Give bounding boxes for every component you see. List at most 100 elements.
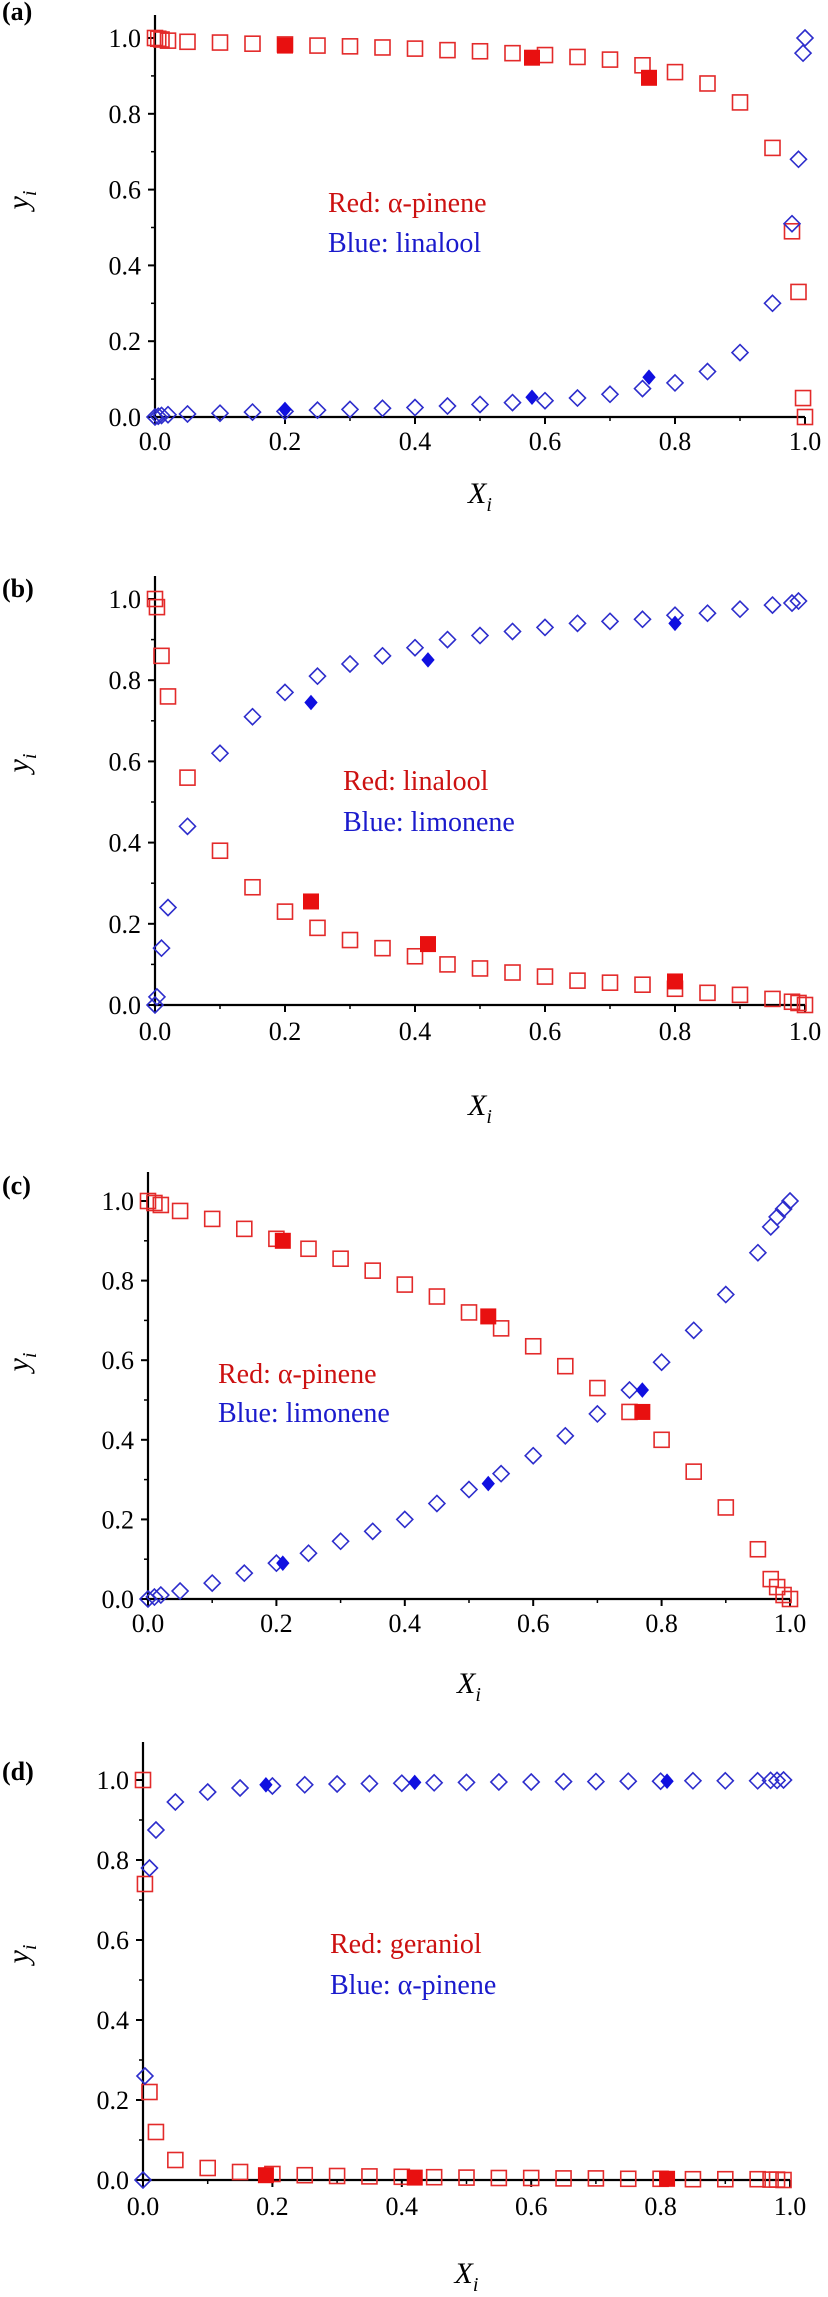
x-tick-label: 1.0	[774, 1609, 807, 1638]
data-point-open-square	[504, 44, 521, 62]
y-tick-label: 0.2	[109, 327, 142, 356]
data-point-open-diamond	[363, 1522, 382, 1541]
data-point-open-diamond	[556, 1426, 575, 1445]
data-point-open-square	[211, 842, 229, 860]
data-point-filled-diamond	[421, 652, 435, 668]
data-point-open-diamond	[763, 294, 782, 313]
data-point-open-square	[781, 1590, 799, 1608]
annotation-2: Blue: linalool	[328, 228, 481, 259]
data-point-open-square	[490, 2169, 508, 2187]
y-tick-label: 0.6	[97, 1926, 130, 1955]
data-point-filled-diamond	[276, 1555, 290, 1571]
x-tick-label: 0.4	[399, 1017, 432, 1046]
y-axis-label-sub: i	[19, 1945, 41, 1951]
data-point-open-diamond	[392, 1774, 411, 1793]
data-point-open-square	[147, 2123, 165, 2141]
data-point-open-diamond	[568, 388, 587, 408]
data-point-open-diamond	[633, 379, 652, 398]
data-point-open-square	[790, 283, 807, 301]
data-point-open-square	[699, 984, 716, 1002]
annotation-1: Red: α-pinene	[328, 188, 487, 219]
y-axis-label: yi	[2, 754, 41, 776]
data-point-open-square	[374, 39, 391, 56]
data-point-open-diamond	[748, 1243, 768, 1262]
x-tick-label: 0.2	[260, 1609, 293, 1638]
y-axis-label-sub: i	[19, 191, 41, 197]
x-tick-label: 1.0	[789, 1017, 822, 1046]
data-point-filled-square	[420, 936, 436, 953]
data-point-open-square	[556, 1357, 574, 1375]
data-point-filled-diamond	[525, 389, 539, 406]
data-point-open-diamond	[230, 1778, 250, 1798]
data-point-open-diamond	[763, 595, 782, 615]
data-point-open-square	[794, 389, 812, 407]
y-tick-label: 0.6	[109, 747, 142, 776]
data-point-open-diamond	[198, 1782, 217, 1802]
annotation-1: Red: geraniol	[330, 1929, 482, 1960]
data-point-filled-square	[524, 49, 540, 66]
data-point-open-square	[783, 222, 801, 240]
data-point-open-diamond	[170, 1581, 190, 1601]
data-point-open-diamond	[178, 404, 197, 424]
data-point-open-square	[460, 1304, 478, 1321]
data-point-open-diamond	[535, 391, 555, 410]
data-point-open-diamond	[133, 2170, 153, 2190]
data-point-open-diamond	[652, 1353, 671, 1372]
data-point-open-diamond	[716, 1771, 735, 1790]
data-point-open-square	[141, 2083, 158, 2101]
data-point-open-diamond	[373, 399, 392, 418]
y-tick-label: 1.0	[109, 585, 142, 614]
x-axis-label-sub: i	[473, 2274, 479, 2296]
data-point-open-square	[775, 1586, 792, 1604]
y-tick-label: 0.0	[102, 1585, 135, 1614]
y-tick-label: 0.8	[97, 1846, 130, 1875]
x-tick-label: 0.0	[132, 1609, 165, 1638]
data-point-open-diamond	[684, 1321, 703, 1340]
data-point-open-square	[796, 408, 814, 426]
data-point-open-diamond	[767, 1771, 787, 1790]
data-point-open-square	[492, 1320, 510, 1337]
data-point-open-square	[148, 598, 166, 616]
data-point-open-diamond	[149, 407, 168, 426]
annotation-2: Blue: limonene	[218, 1398, 390, 1429]
data-point-open-square	[775, 2171, 792, 2189]
data-point-open-square	[153, 31, 170, 48]
data-point-open-square	[332, 1250, 349, 1268]
data-point-open-diamond	[438, 396, 457, 416]
data-point-open-diamond	[698, 362, 717, 381]
x-axis-label: Xi	[467, 1089, 492, 1128]
data-point-open-square	[236, 1220, 253, 1238]
data-point-open-diamond	[151, 1585, 170, 1605]
x-tick-label: 0.8	[659, 1017, 692, 1046]
data-point-open-diamond	[340, 654, 360, 674]
data-point-open-square	[374, 939, 391, 957]
data-point-open-square	[666, 63, 684, 81]
data-point-open-diamond	[295, 1775, 314, 1794]
data-point-open-diamond	[145, 1587, 164, 1607]
data-point-open-diamond	[600, 385, 620, 404]
data-point-open-diamond	[340, 400, 360, 419]
data-point-open-diamond	[761, 1217, 780, 1237]
data-point-open-diamond	[140, 1858, 159, 1878]
data-point-open-square	[524, 1337, 542, 1355]
data-point-open-diamond	[665, 373, 685, 393]
y-tick-label: 0.4	[102, 1426, 135, 1455]
y-axis-label-sub: i	[19, 754, 41, 760]
data-point-open-diamond	[135, 2066, 155, 2086]
data-point-open-square	[504, 964, 521, 981]
data-point-open-diamond	[793, 44, 813, 63]
x-tick-label: 0.6	[529, 1017, 562, 1046]
data-point-open-square	[171, 1202, 189, 1220]
data-point-open-square	[731, 986, 749, 1004]
data-point-open-diamond	[243, 707, 262, 726]
data-point-open-square	[601, 974, 619, 991]
data-point-open-diamond	[535, 618, 555, 637]
data-point-open-diamond	[152, 406, 171, 425]
data-point-filled-diamond	[408, 1774, 422, 1791]
data-point-open-diamond	[438, 630, 457, 649]
y-axis-label: yi	[2, 1945, 41, 1967]
data-point-open-diamond	[600, 612, 620, 631]
data-point-open-square	[717, 1499, 735, 1516]
data-point-open-square	[685, 1463, 703, 1480]
data-point-open-diamond	[427, 1494, 447, 1513]
